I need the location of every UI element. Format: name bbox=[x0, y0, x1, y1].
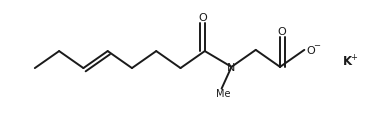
Text: K: K bbox=[343, 55, 352, 68]
Text: O: O bbox=[199, 13, 207, 23]
Text: Me: Me bbox=[216, 88, 230, 98]
Text: +: + bbox=[350, 52, 358, 61]
Text: O: O bbox=[277, 27, 287, 37]
Text: O: O bbox=[306, 46, 315, 55]
Text: −: − bbox=[313, 41, 320, 50]
Text: N: N bbox=[227, 62, 236, 72]
